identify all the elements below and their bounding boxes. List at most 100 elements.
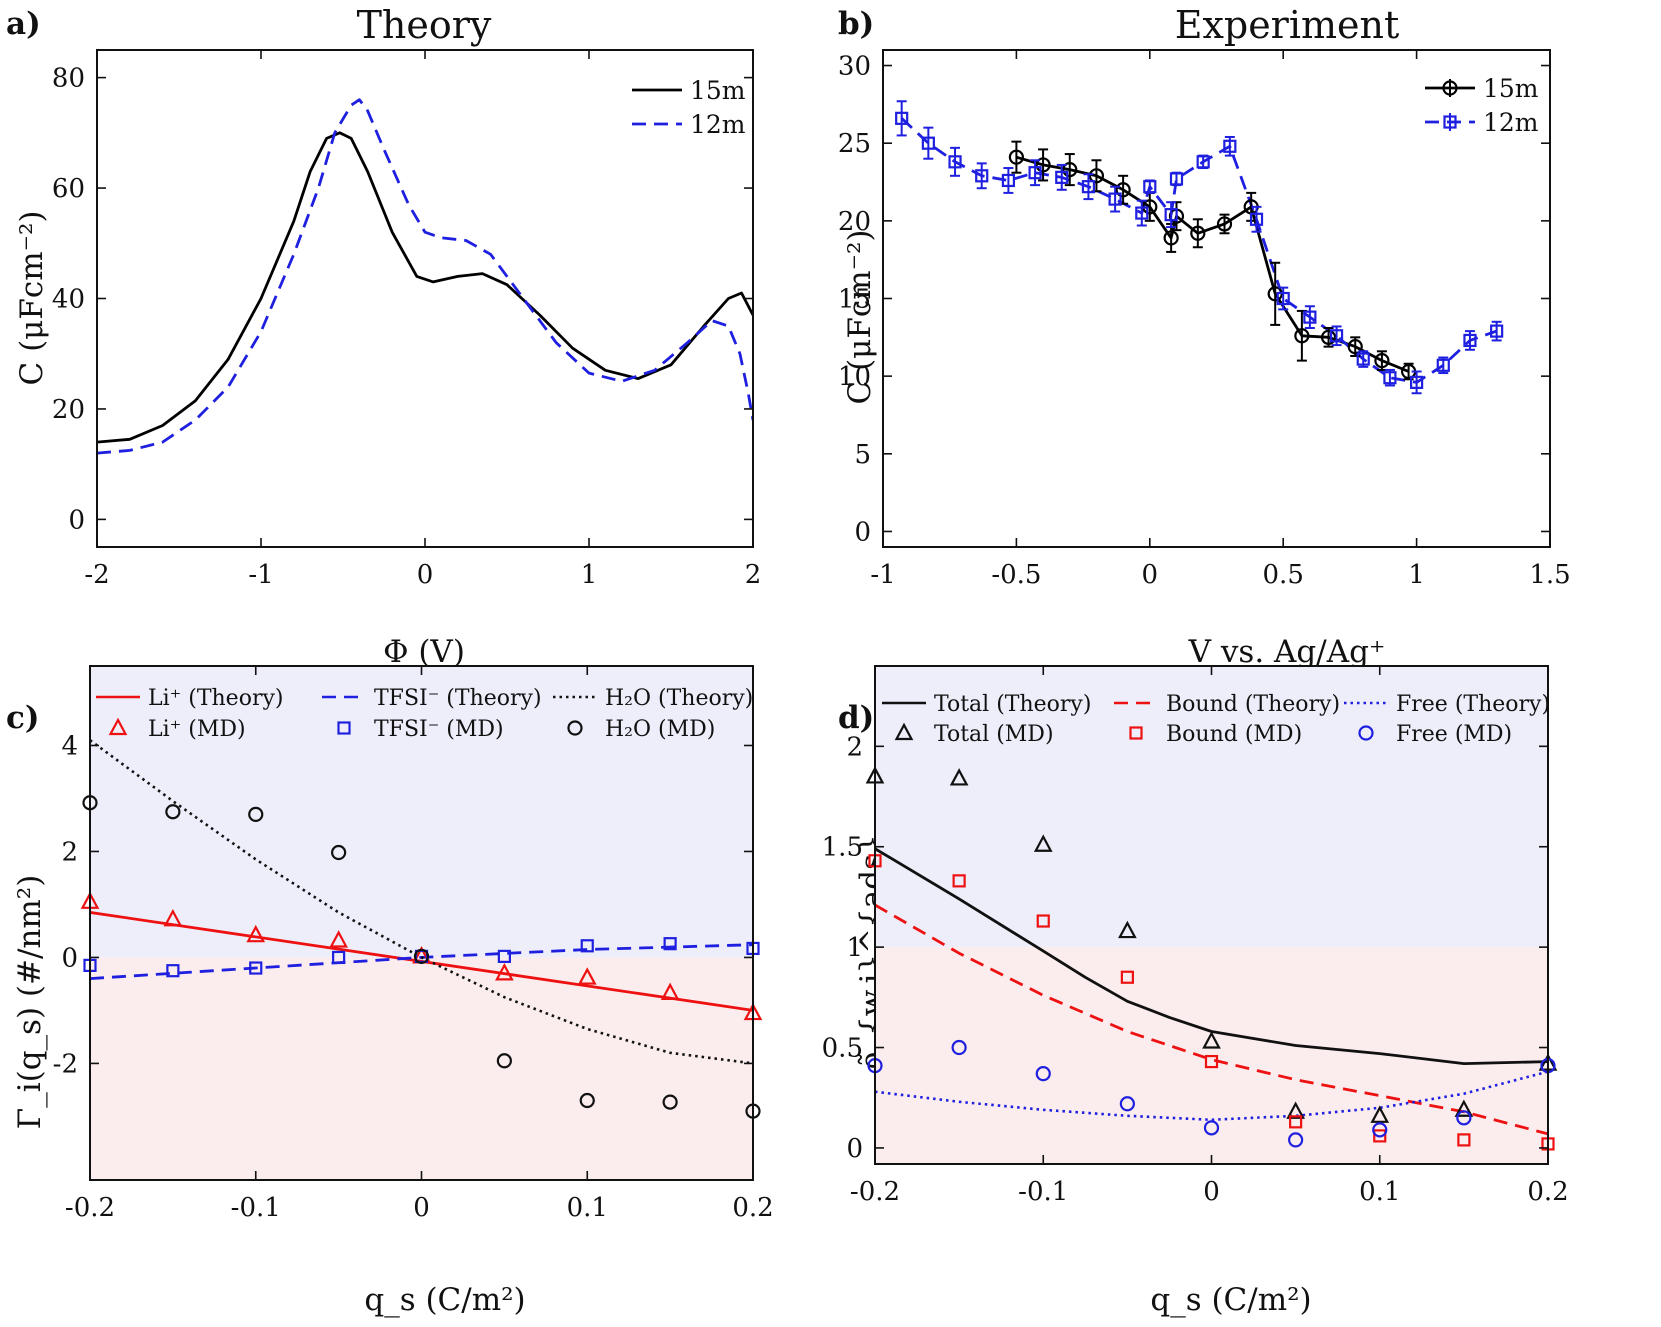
x-tick-label: -0.1	[1018, 1177, 1068, 1207]
legend-label: Total (MD)	[934, 722, 1054, 747]
data-point-li-md	[660, 982, 680, 1001]
y-tick-label: 0	[68, 505, 85, 535]
data-point-total-md	[1033, 834, 1053, 852]
legend-entry: H₂O (Theory)	[553, 686, 753, 711]
error-bar	[923, 126, 934, 160]
error-bar	[1166, 201, 1177, 229]
shaded-region-positive	[875, 666, 1548, 948]
legend-label: Bound (MD)	[1166, 722, 1302, 747]
data-point-12m	[1143, 180, 1157, 194]
legend: Total (Theory) Bound (Theory) Free (Theory…	[882, 692, 1550, 747]
data-point-li-md	[246, 924, 266, 943]
legend-label: H₂O (MD)	[605, 717, 715, 742]
data-point-12m	[1081, 180, 1096, 194]
panel-d-water-density: d) q_s (C/m²) ρ̃_{w,i}^{ads} -0.2 -0.1 0 0.…	[822, 665, 1569, 1318]
data-point-15m	[1088, 168, 1105, 184]
data-point-free-md	[1288, 1132, 1304, 1148]
legend-entry: Bound (MD)	[1129, 722, 1302, 747]
data-point-h-o-md	[579, 1092, 595, 1109]
error-bar	[1278, 286, 1289, 311]
panel-label: d)	[838, 700, 874, 736]
data-point-h-o-md	[331, 844, 347, 861]
error-bar	[1192, 218, 1203, 249]
error-bar	[896, 100, 907, 137]
legend-marker	[108, 717, 128, 736]
x-tick-label: 0.2	[732, 1193, 773, 1223]
legend-entry: Li⁺ (Theory)	[96, 686, 283, 711]
data-point-12m	[1223, 139, 1237, 153]
chart-title: Experiment	[1175, 3, 1400, 47]
legend-label: TFSI⁻ (MD)	[374, 717, 504, 742]
legend-marker	[337, 721, 351, 735]
series-line-free-theory	[875, 1070, 1548, 1122]
y-tick-label: 0.5	[822, 1034, 863, 1064]
data-point-15m	[1062, 161, 1078, 178]
x-tick-label: 0.1	[1359, 1177, 1400, 1207]
data-point-tfsi-md	[249, 961, 263, 975]
panel-b-experiment: b) Experiment V vs. Ag/Ag⁺ C (μFcm⁻²) -1…	[838, 3, 1571, 670]
data-point-12m	[1169, 172, 1184, 186]
data-point-bound-md	[952, 874, 966, 888]
error-bar	[1030, 159, 1041, 187]
y-tick-label: -2	[53, 1049, 78, 1079]
x-tick-label: -1	[870, 560, 895, 590]
series-line-15m	[97, 131, 753, 444]
data-point-tfsi-md	[497, 949, 511, 963]
error-bar	[1011, 140, 1022, 174]
data-point-12m	[1276, 291, 1290, 306]
data-point-tfsi-md	[332, 950, 346, 965]
y-tick-label: 0	[61, 943, 78, 973]
data-point-li-md	[495, 963, 514, 981]
data-point-12m	[895, 111, 909, 125]
data-point-tfsi-md	[166, 964, 180, 978]
error-bar	[1251, 205, 1262, 233]
error-bar	[950, 146, 961, 177]
legend-entry: Total (MD)	[894, 722, 1054, 747]
x-tick-label: -2	[84, 560, 109, 590]
data-point-15m	[1320, 329, 1337, 345]
legend-label: H₂O (Theory)	[605, 686, 753, 711]
data-point-12m	[1135, 206, 1149, 220]
y-axis-label: C (μFcm⁻²)	[842, 230, 878, 405]
data-point-12m	[1383, 371, 1397, 385]
y-tick-label: 0	[846, 1134, 863, 1164]
y-tick-label: 10	[838, 362, 871, 392]
data-point-h-o-md	[662, 1094, 678, 1110]
data-point-15m	[1294, 328, 1310, 344]
chart-title: Theory	[357, 3, 492, 47]
y-axis-label: Γ_i(q_s) (#/nm²)	[12, 875, 48, 1130]
y-tick-label: 25	[838, 129, 871, 159]
legend-marker	[894, 722, 914, 741]
legend-label: 12m	[1483, 108, 1539, 137]
data-point-15m	[1216, 216, 1233, 232]
data-point-12m	[921, 136, 935, 150]
data-point-15m	[1190, 225, 1206, 241]
data-point-bound-md	[1457, 1133, 1471, 1147]
data-point-12m	[1055, 170, 1069, 184]
legend-entry: TFSI⁻ (Theory)	[322, 686, 542, 711]
x-tick-label: 0	[417, 560, 434, 590]
data-point-total-md	[1118, 920, 1137, 939]
error-bar	[1064, 153, 1075, 187]
legend-label: Li⁺ (Theory)	[148, 686, 283, 711]
x-axis-label: q_s (C/m²)	[1150, 1282, 1311, 1318]
plot-area: -0.2 -0.1 0 0.1 0.2 -2 0 2 4 Li⁺ (Theory) TFSI⁻ (T…	[53, 665, 774, 1223]
legend-label: 12m	[690, 110, 746, 139]
error-bar	[1083, 173, 1094, 201]
panel-label: b)	[838, 6, 874, 42]
data-point-h-o-md	[248, 806, 264, 822]
legend-entry: 12m	[632, 110, 746, 139]
legend-label: 15m	[1483, 74, 1539, 103]
x-tick-label: 0	[413, 1193, 430, 1223]
series-line-15m	[1016, 155, 1410, 373]
data-point-bound-md	[1373, 1129, 1387, 1143]
legend-entry: Free (Theory)	[1344, 692, 1550, 717]
legend-label: Li⁺ (MD)	[148, 717, 246, 742]
x-tick-label: -0.1	[231, 1193, 281, 1223]
data-point-12m	[1303, 310, 1317, 324]
error-bar	[1411, 370, 1422, 395]
legend-label: TFSI⁻ (Theory)	[374, 686, 542, 711]
y-tick-label: 4	[61, 731, 78, 761]
series-layer	[97, 98, 753, 455]
